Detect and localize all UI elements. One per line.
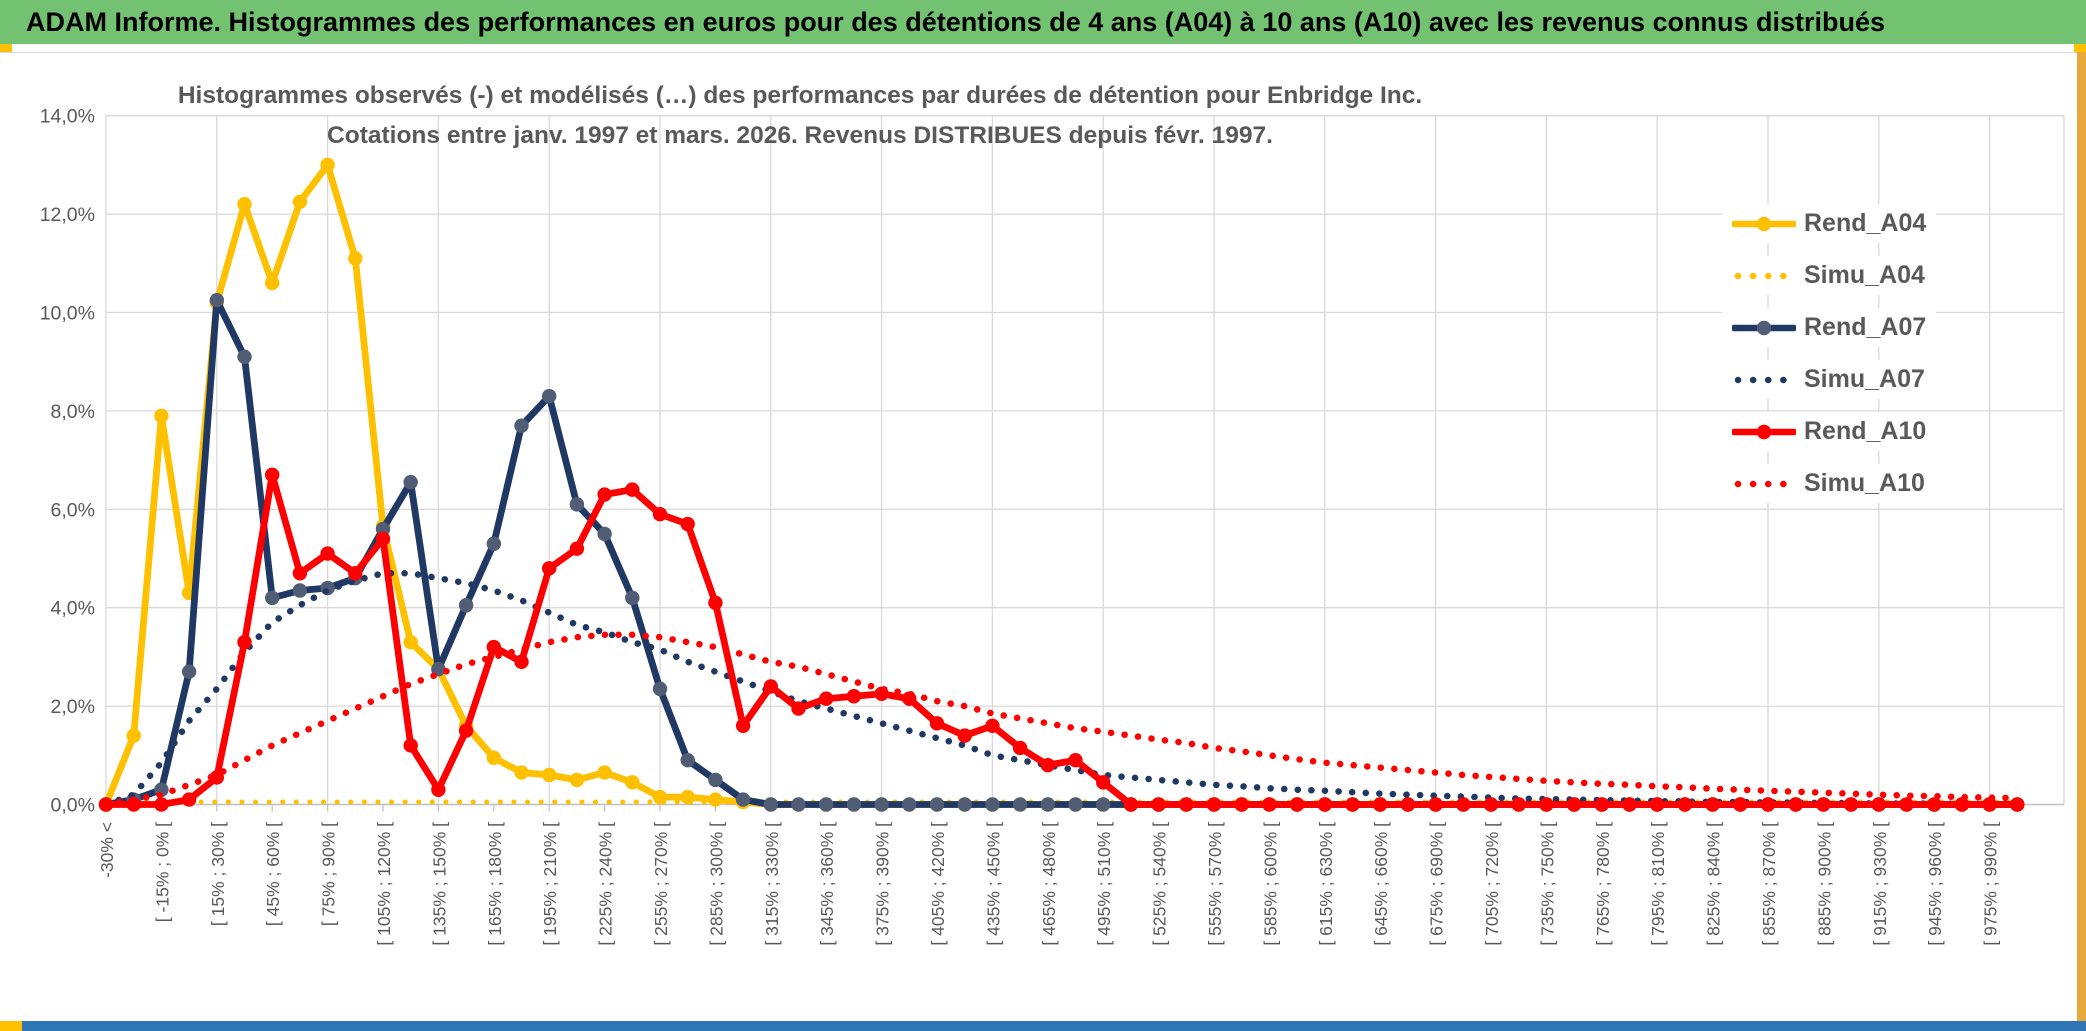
accent-left-block	[0, 44, 12, 52]
legend-item-simu_a10[interactable]: Simu_A10	[1722, 464, 1937, 503]
legend-swatch-solid	[1732, 424, 1796, 439]
x-tick-label: [ 585% ; 600% [	[1260, 822, 1280, 946]
y-tick-label: 12,0%	[40, 204, 95, 226]
y-tick-label: 4,0%	[51, 598, 95, 620]
bottom-status-bar	[0, 1021, 2086, 1031]
legend-label: Simu_A07	[1804, 365, 1925, 393]
x-tick-label: [ 45% ; 60% [	[263, 822, 283, 926]
legend-label: Rend_A07	[1804, 313, 1927, 341]
x-tick-label: [ 975% ; 990% [	[1981, 822, 2001, 946]
x-tick-label: [ 765% ; 780% [	[1593, 822, 1613, 946]
series-simu_a10[interactable]	[102, 631, 2021, 808]
x-tick-label: [ 495% ; 510% [	[1094, 822, 1114, 946]
x-tick-label: [ 15% ; 30% [	[208, 822, 228, 926]
gridlines	[105, 115, 2065, 805]
x-tick-label: [ 225% ; 240% [	[596, 822, 616, 946]
x-tick-label: [ -15% ; 0% [	[152, 822, 172, 922]
window-title-bar: ADAM Informe. Histogrammes des performan…	[0, 0, 2086, 44]
x-tick-label: [ 105% ; 120% [	[374, 822, 394, 946]
accent-right-block	[2074, 44, 2086, 52]
legend-swatch-solid	[1732, 320, 1796, 335]
x-tick-label: [ 465% ; 480% [	[1039, 822, 1059, 946]
x-tick-label: [ 825% ; 840% [	[1704, 822, 1724, 946]
x-tick-label: [ 435% ; 450% [	[983, 822, 1003, 946]
legend: Rend_A04 Simu_A04 Rend_A07 Simu_A07 Rend_A10…	[1722, 204, 1937, 503]
x-tick-label: [ 375% ; 390% [	[873, 822, 893, 946]
x-tick-label: [ 405% ; 420% [	[928, 822, 948, 946]
chart-title-line1: Histogrammes observés (-) et modélisés (…	[177, 82, 1423, 109]
x-tick-label: [ 855% ; 870% [	[1759, 822, 1779, 946]
legend-label: Rend_A10	[1804, 417, 1927, 445]
y-tick-label: 10,0%	[40, 303, 95, 325]
x-tick-label: [ 705% ; 720% [	[1482, 822, 1502, 946]
x-tick-label: [ 195% ; 210% [	[540, 822, 560, 946]
y-tick-label: 6,0%	[51, 499, 95, 521]
x-tick-label: [ 555% ; 570% [	[1205, 822, 1225, 946]
gold-right-bar	[2077, 52, 2086, 1021]
legend-label: Simu_A04	[1804, 261, 1925, 289]
legend-swatch-dotted	[1734, 376, 1794, 383]
y-tick-label: 2,0%	[51, 696, 95, 718]
legend-swatch-dotted	[1734, 272, 1794, 279]
legend-item-rend_a07[interactable]: Rend_A07	[1722, 308, 1937, 347]
window-title: ADAM Informe. Histogrammes des performan…	[26, 6, 1886, 37]
x-tick-label: [ 615% ; 630% [	[1316, 822, 1336, 946]
x-tick-label: [ 165% ; 180% [	[485, 822, 505, 946]
x-tick-label: [ 345% ; 360% [	[817, 822, 837, 946]
x-tick-label: [ 645% ; 660% [	[1371, 822, 1391, 946]
x-axis-labels: -30% < [ -15% ; 0% [ [ 15% ; 30% [ [ 45% ; …	[97, 822, 2001, 946]
legend-item-rend_a04[interactable]: Rend_A04	[1722, 204, 1937, 243]
x-tick-label: [ 915% ; 930% [	[1870, 822, 1890, 946]
series-rend_a10[interactable]	[98, 467, 2025, 812]
x-tick-label: [ 945% ; 960% [	[1925, 822, 1945, 946]
bottom-bar-yellow-cap	[0, 1021, 22, 1031]
legend-label: Simu_A10	[1804, 469, 1925, 497]
x-tick-label: [ 675% ; 690% [	[1427, 822, 1447, 946]
x-tick-label: [ 135% ; 150% [	[429, 822, 449, 946]
title-underline-strip	[0, 44, 2086, 52]
y-tick-label: 14,0%	[40, 106, 95, 128]
legend-swatch-dotted	[1734, 480, 1794, 487]
y-tick-label: 8,0%	[51, 401, 95, 423]
x-tick-label: [ 525% ; 540% [	[1150, 822, 1170, 946]
legend-swatch-solid	[1732, 216, 1796, 231]
x-tick-label: [ 795% ; 810% [	[1648, 822, 1668, 946]
x-tick-label: [ 315% ; 330% [	[762, 822, 782, 946]
x-tick-label: -30% <	[97, 822, 117, 878]
chart-title-line2: Cotations entre janv. 1997 et mars. 2026…	[327, 122, 1273, 149]
legend-item-rend_a10[interactable]: Rend_A10	[1722, 412, 1937, 451]
chart-title: Histogrammes observés (-) et modélisés (…	[150, 76, 1450, 156]
x-tick-label: [ 75% ; 90% [	[319, 822, 339, 926]
x-tick-label: [ 285% ; 300% [	[706, 822, 726, 946]
y-tick-label: 0,0%	[51, 795, 95, 817]
legend-item-simu_a04[interactable]: Simu_A04	[1722, 256, 1937, 295]
x-tick-label: [ 255% ; 270% [	[651, 822, 671, 946]
legend-label: Rend_A04	[1804, 209, 1927, 237]
y-axis-labels: 0,0% 2,0% 4,0% 6,0% 8,0% 10,0% 12,0% 14,0%	[40, 106, 95, 817]
legend-item-simu_a07[interactable]: Simu_A07	[1722, 360, 1937, 399]
x-tick-label: [ 735% ; 750% [	[1537, 822, 1557, 946]
x-tick-label: [ 885% ; 900% [	[1814, 822, 1834, 946]
